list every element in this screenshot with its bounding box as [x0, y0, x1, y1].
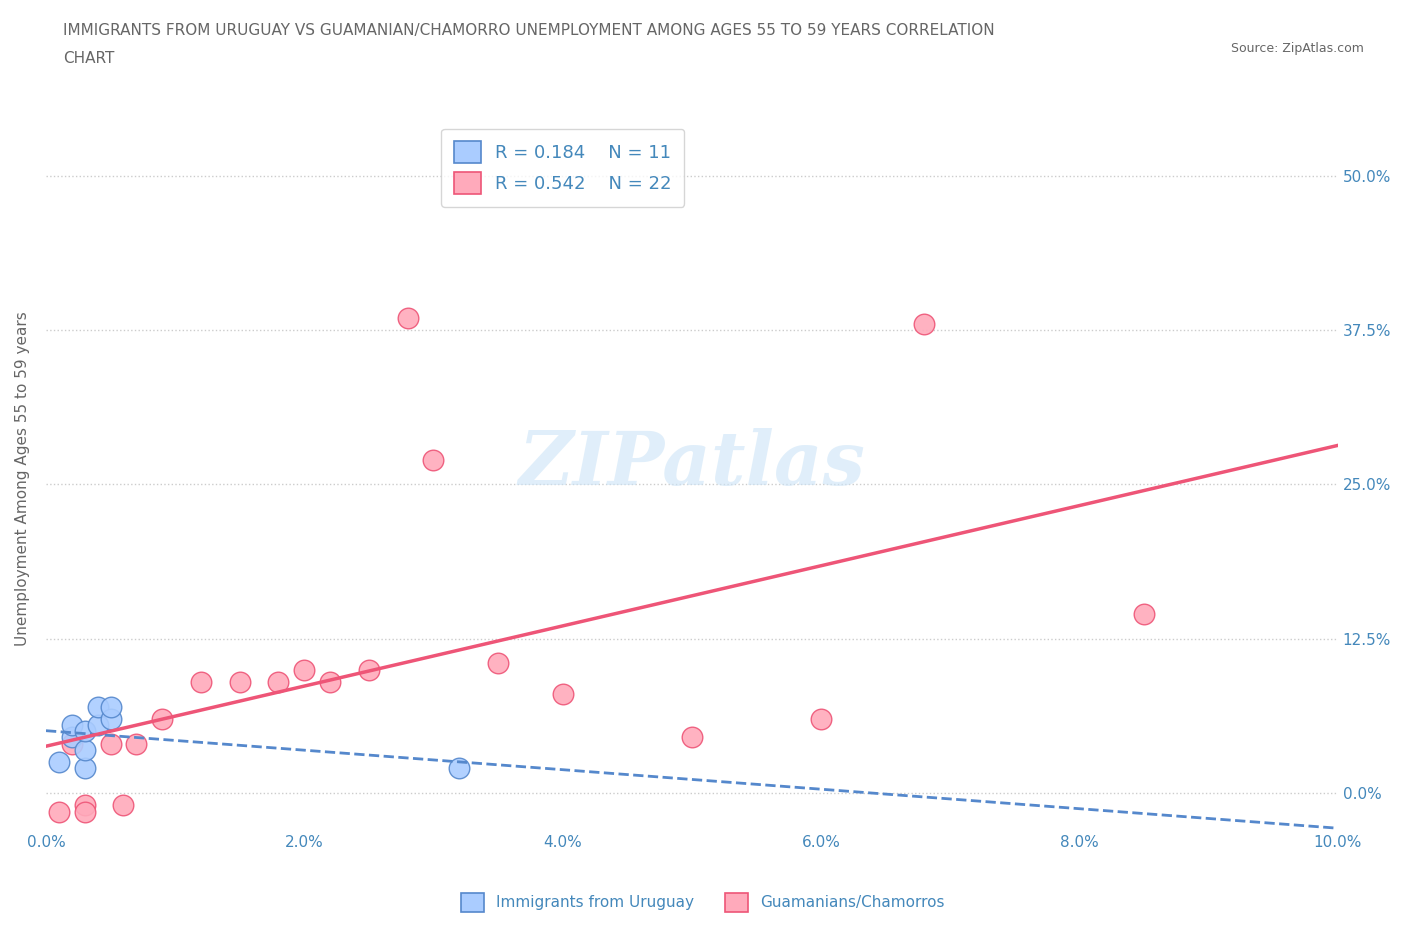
- Point: [319, 674, 342, 689]
- Legend: Immigrants from Uruguay, Guamanians/Chamorros: Immigrants from Uruguay, Guamanians/Cham…: [456, 887, 950, 918]
- Point: [1133, 606, 1156, 621]
- Point: [681, 730, 703, 745]
- Point: [100, 699, 122, 714]
- Legend: R = 0.184    N = 11, R = 0.542    N = 22: R = 0.184 N = 11, R = 0.542 N = 22: [441, 128, 685, 207]
- Point: [357, 662, 380, 677]
- Point: [486, 656, 509, 671]
- Y-axis label: Unemployment Among Ages 55 to 59 years: Unemployment Among Ages 55 to 59 years: [15, 311, 30, 645]
- Text: CHART: CHART: [63, 51, 115, 66]
- Point: [73, 724, 96, 738]
- Point: [86, 699, 108, 714]
- Point: [810, 711, 832, 726]
- Text: Source: ZipAtlas.com: Source: ZipAtlas.com: [1230, 42, 1364, 55]
- Text: ZIPatlas: ZIPatlas: [519, 428, 865, 500]
- Point: [190, 674, 212, 689]
- Point: [100, 711, 122, 726]
- Point: [73, 804, 96, 819]
- Point: [48, 804, 70, 819]
- Point: [112, 798, 135, 813]
- Point: [449, 761, 471, 776]
- Point: [73, 761, 96, 776]
- Point: [228, 674, 250, 689]
- Point: [292, 662, 315, 677]
- Point: [100, 737, 122, 751]
- Point: [60, 718, 83, 733]
- Point: [60, 730, 83, 745]
- Point: [396, 311, 419, 325]
- Point: [422, 452, 444, 467]
- Point: [912, 316, 935, 331]
- Point: [150, 711, 173, 726]
- Point: [48, 755, 70, 770]
- Point: [551, 687, 574, 702]
- Point: [267, 674, 290, 689]
- Text: IMMIGRANTS FROM URUGUAY VS GUAMANIAN/CHAMORRO UNEMPLOYMENT AMONG AGES 55 TO 59 Y: IMMIGRANTS FROM URUGUAY VS GUAMANIAN/CHA…: [63, 23, 995, 38]
- Point: [73, 798, 96, 813]
- Point: [73, 742, 96, 757]
- Point: [60, 737, 83, 751]
- Point: [86, 718, 108, 733]
- Point: [125, 737, 148, 751]
